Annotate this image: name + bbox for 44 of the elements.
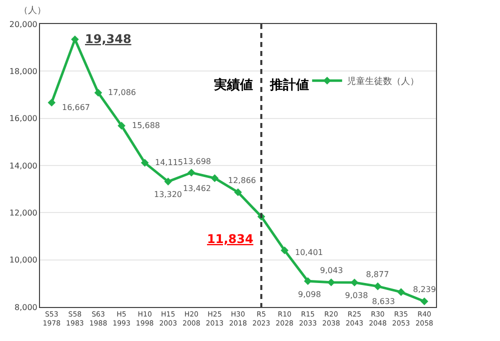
point	[48, 98, 56, 106]
point	[234, 188, 242, 196]
y-tick-label: 10,000	[9, 256, 38, 265]
point	[374, 282, 382, 290]
text: 13,320	[154, 190, 182, 199]
text: 9,098	[298, 290, 321, 299]
text: 14,115	[155, 158, 183, 167]
point	[94, 88, 102, 97]
point	[118, 122, 126, 130]
text: 12,866	[228, 176, 256, 185]
point	[420, 297, 428, 306]
point	[210, 174, 219, 182]
y-tick-label: 18,000	[9, 66, 38, 76]
point	[350, 278, 358, 286]
point	[397, 288, 405, 296]
y-axis-title: （人）	[19, 5, 46, 16]
y-tick-label: 20,000	[9, 20, 38, 29]
text: 17,086	[108, 88, 136, 97]
text: 16,667	[62, 103, 90, 112]
annotation: 推計値	[269, 77, 309, 93]
point	[71, 35, 79, 44]
y-tick-label: 12,000	[9, 208, 38, 218]
point	[164, 178, 172, 186]
text: 8,877	[366, 270, 389, 279]
y-tick-label: 14,000	[9, 161, 38, 170]
text: 15,688	[132, 121, 160, 130]
point	[327, 278, 336, 286]
text: 9,043	[320, 266, 343, 275]
text: 13,698	[183, 157, 211, 166]
y-tick-label: 16,000	[9, 114, 38, 124]
point	[304, 277, 312, 286]
text: 8,633	[372, 297, 395, 306]
legend-label: 児童生徒数（人）	[347, 76, 420, 88]
point	[188, 168, 196, 177]
point	[280, 246, 288, 254]
text: 19,348	[85, 32, 132, 46]
y-tick-label: 8,000	[14, 302, 38, 312]
text: 13,462	[183, 184, 211, 193]
text: 8,239	[413, 285, 436, 294]
text: 10,401	[295, 248, 323, 257]
text: 9,038	[345, 291, 368, 300]
annotation: 実績値	[213, 77, 253, 93]
text: 11,834	[207, 232, 254, 246]
point	[140, 158, 149, 167]
